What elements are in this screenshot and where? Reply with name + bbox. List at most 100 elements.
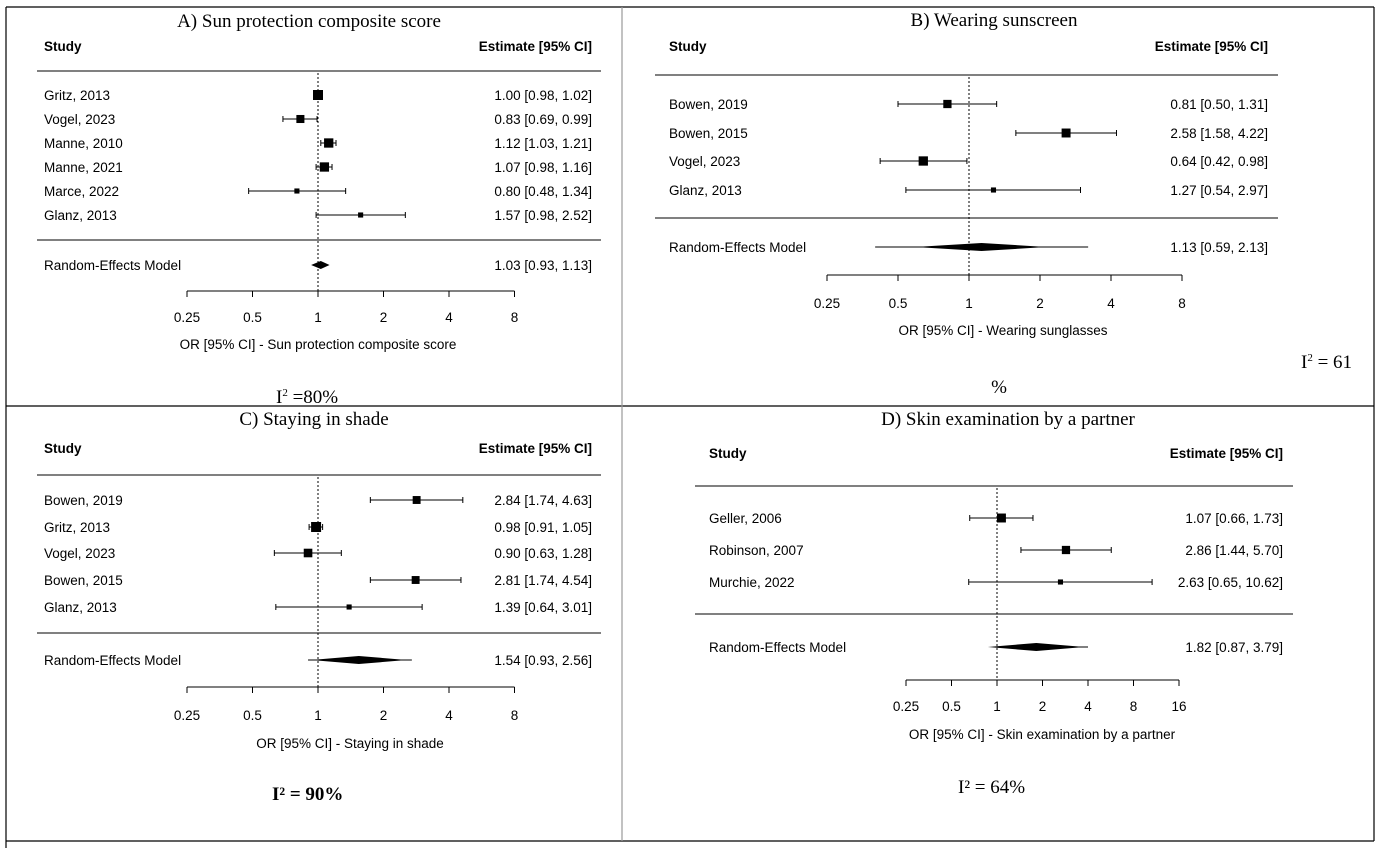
table-grid [5,6,1375,848]
study-estimate: 0.64 [0.42, 0.98] [1170,154,1268,169]
study-estimate: 2.86 [1.44, 5.70] [1185,543,1283,558]
point-estimate-square [996,513,1006,523]
summary-estimate: 1.82 [0.87, 3.79] [1185,640,1283,655]
summary-diamond [311,656,407,664]
study-row: Bowen, 2019 0.81 [0.50, 1.31] [669,97,1268,112]
study-row: Glanz, 2013 1.57 [0.98, 2.52] [44,208,592,223]
i-squared-value: = 90% [285,784,343,805]
x-axis: 0.25 0.5 1 2 4 8 16 [893,679,1187,714]
point-estimate-square [411,576,420,584]
column-header-estimate: Estimate [95% CI] [479,39,592,54]
summary-row: Random-Effects Model 1.54 [0.93, 2.56] [44,653,592,668]
panel-title: D) Skin examination by a partner [881,409,1135,430]
study-estimate: 1.07 [0.66, 1.73] [1185,511,1283,526]
i-squared-stat: I2 =80% [276,387,338,408]
x-tick-label: 0.5 [889,296,908,311]
x-axis: 0.25 0.5 1 2 4 8 [814,274,1186,311]
point-estimate-square [346,604,352,610]
point-estimate-square [990,187,997,193]
study-name: Bowen, 2015 [669,126,748,141]
summary-estimate: 1.13 [0.59, 2.13] [1170,240,1268,255]
study-row: Robinson, 2007 2.86 [1.44, 5.70] [709,543,1283,558]
point-estimate-square [1061,545,1071,555]
study-estimate: 1.12 [1.03, 1.21] [494,136,592,151]
point-estimate-square [303,548,313,558]
x-tick-label: 0.5 [243,708,262,723]
point-estimate-square [324,138,334,148]
i-squared-symbol: I [1301,352,1307,373]
summary-row: Random-Effects Model 1.03 [0.93, 1.13] [44,258,592,273]
i-squared-value: = 64% [970,777,1025,798]
study-estimate: 0.90 [0.63, 1.28] [494,546,592,561]
study-name: Manne, 2021 [44,160,123,175]
summary-name: Random-Effects Model [709,640,846,655]
study-name: Glanz, 2013 [44,208,117,223]
summary-row: Random-Effects Model 1.13 [0.59, 2.13] [669,240,1268,255]
study-estimate: 0.98 [0.91, 1.05] [494,520,592,535]
summary-estimate: 1.54 [0.93, 2.56] [494,653,592,668]
study-name: Vogel, 2023 [669,154,740,169]
point-estimate-square [296,114,305,124]
x-tick-label: 2 [380,708,388,723]
x-tick-label: 4 [1107,296,1115,311]
i-squared-symbol: I² [272,784,285,805]
i-squared-value: =80% [288,387,338,408]
x-axis-label: OR [95% CI] - Skin examination by a part… [909,727,1176,742]
study-row: Vogel, 2023 0.83 [0.69, 0.99] [44,112,592,127]
panel-title: A) Sun protection composite score [177,11,441,32]
column-header-estimate: Estimate [95% CI] [1155,39,1268,54]
i-squared-stat: I² = 64% [958,777,1025,798]
x-tick-label: 4 [445,708,453,723]
study-row: Murchie, 2022 2.63 [0.65, 10.62] [709,575,1283,590]
study-name: Bowen, 2019 [669,97,748,112]
point-estimate-square [294,188,300,194]
study-row: Marce, 2022 0.80 [0.48, 1.34] [44,184,592,199]
study-estimate: 1.07 [0.98, 1.16] [494,160,592,175]
column-header-estimate: Estimate [95% CI] [479,441,592,456]
point-estimate-square [412,496,421,504]
study-row: Glanz, 2013 1.27 [0.54, 2.97] [669,183,1268,198]
summary-diamond [987,643,1085,651]
point-estimate-square [358,212,364,218]
x-tick-label: 8 [511,708,519,723]
study-estimate: 1.00 [0.98, 1.02] [494,88,592,103]
x-tick-label: 2 [380,310,388,325]
summary-name: Random-Effects Model [44,258,181,273]
x-axis-label: OR [95% CI] - Sun protection composite s… [180,337,457,352]
i-squared-superscript: 2 [1307,352,1313,364]
study-name: Vogel, 2023 [44,546,115,561]
column-header-study: Study [44,39,82,54]
study-row: Manne, 2010 1.12 [1.03, 1.21] [44,136,592,151]
x-tick-label: 0.5 [942,699,961,714]
point-estimate-square [1061,128,1071,138]
study-name: Bowen, 2019 [44,493,123,508]
forest-panel-c: C) Staying in shade Study Estimate [95% CI… [37,409,601,805]
summary-name: Random-Effects Model [44,653,181,668]
study-row: Glanz, 2013 1.39 [0.64, 3.01] [44,600,592,615]
study-row: Vogel, 2023 0.64 [0.42, 0.98] [669,154,1268,169]
study-name: Manne, 2010 [44,136,123,151]
x-tick-label: 16 [1171,699,1186,714]
summary-diamond [914,243,1047,251]
x-tick-label: 0.25 [174,310,200,325]
forest-panel-d: D) Skin examination by a partner Study Est… [695,409,1293,798]
column-header-study: Study [709,446,747,461]
study-name: Glanz, 2013 [669,183,742,198]
column-header-estimate: Estimate [95% CI] [1170,446,1283,461]
i-squared-symbol: I² [958,777,970,798]
study-estimate: 0.81 [0.50, 1.31] [1170,97,1268,112]
x-tick-label: 2 [1039,699,1047,714]
study-row: Bowen, 2019 2.84 [1.74, 4.63] [44,493,592,508]
x-tick-label: 0.25 [814,296,840,311]
study-name: Gritz, 2013 [44,88,110,103]
study-name: Bowen, 2015 [44,573,123,588]
x-tick-label: 1 [314,310,322,325]
point-estimate-square [1057,579,1064,585]
study-name: Murchie, 2022 [709,575,795,590]
study-name: Marce, 2022 [44,184,119,199]
x-axis: 0.25 0.5 1 2 4 8 [174,290,518,325]
summary-diamond [311,261,330,269]
forest-panel-a: A) Sun protection composite score Study Es… [37,11,601,408]
